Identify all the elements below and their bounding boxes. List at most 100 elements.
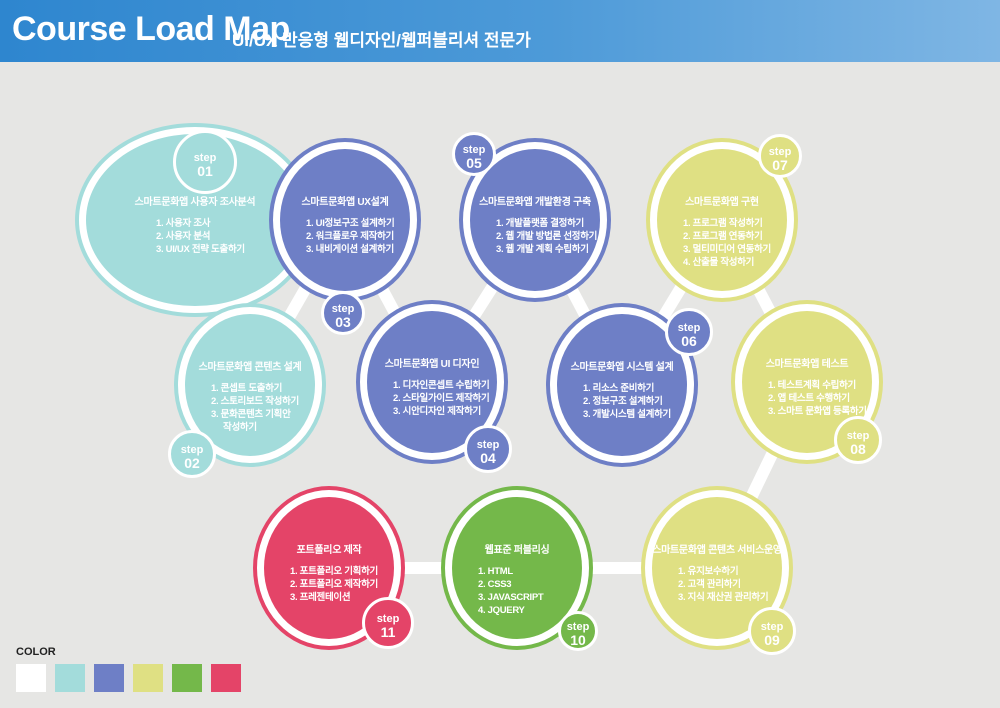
step-item: 1. 유지보수하기 <box>678 566 739 577</box>
step-badge-label: step <box>462 144 486 156</box>
step-badge-number: 07 <box>772 157 788 173</box>
page-subtitle: UI/UX 반응형 웹디자인/웹퍼블리셔 전문가 <box>232 31 531 50</box>
step-04-badge: step 04 <box>464 425 512 473</box>
color-swatch <box>211 664 241 692</box>
step-09-badge: step 09 <box>748 607 796 655</box>
step-item: 3. UI/UX 전략 도출하기 <box>156 244 245 255</box>
step-title: 스마트문화앱 콘텐츠 설계 <box>198 362 302 373</box>
step-item: 2. 웹 개발 방법론 선정하기 <box>496 231 598 242</box>
color-legend-label: COLOR <box>16 646 56 658</box>
step-11-inner-disc: 포트폴리오 제작 1. 포트폴리오 기획하기 2. 포트폴리오 제작하기 3. 프레젠… <box>264 497 394 639</box>
step-item: 1. 테스트계획 수립하기 <box>768 380 856 391</box>
step-badge-label: step <box>768 146 792 158</box>
step-11-circle: 포트폴리오 제작 1. 포트폴리오 기획하기 2. 포트폴리오 제작하기 3. 프레젠… <box>253 486 405 650</box>
step-05-inner-disc: 스마트문화앱 개발환경 구축 1. 개발플랫폼 결정하기 2. 웹 개발 방법론 선… <box>470 149 600 291</box>
color-swatch <box>94 664 124 692</box>
step-item: 3. 문화콘텐츠 기획안 <box>211 409 291 420</box>
step-item: 2. 스토리보드 작성하기 <box>211 396 299 407</box>
step-item: 4. 산출물 작성하기 <box>683 257 755 268</box>
color-swatch <box>55 664 85 692</box>
step-item: 2. CSS3 <box>478 579 512 590</box>
step-badge-label: step <box>760 621 784 633</box>
step-02-content: 스마트문화앱 콘텐츠 설계 1. 콘셉트 도출하기 2. 스토리보드 작성하기 3. … <box>185 314 315 456</box>
step-item-list: 1. 사용자 조사 2. 사용자 분석 3. UI/UX 전략 도출하기 <box>156 217 245 256</box>
step-item-list: 1. 개발플랫폼 결정하기 2. 웹 개발 방법론 선정하기 3. 웹 개발 계획 … <box>496 217 597 256</box>
step-07-badge: step 07 <box>758 134 802 178</box>
page-header: Course Load Map UI/UX 반응형 웹디자인/웹퍼블리셔 전문가 <box>0 0 1000 62</box>
step-08-inner-disc: 스마트문화앱 테스트 1. 테스트계획 수립하기 2. 앱 테스트 수행하기 3. 스… <box>742 311 872 453</box>
step-title: 스마트문화앱 시스템 설계 <box>570 362 674 373</box>
step-badge-label: step <box>376 613 400 625</box>
step-05-circle: 스마트문화앱 개발환경 구축 1. 개발플랫폼 결정하기 2. 웹 개발 방법론 선… <box>459 138 611 302</box>
step-item: 2. 스타일가이드 제작하기 <box>393 393 490 404</box>
step-title: 포트폴리오 제작 <box>296 545 362 556</box>
step-item: 3. 프레젠테이션 <box>290 592 351 603</box>
color-swatch <box>16 664 46 692</box>
step-10-badge: step 10 <box>558 611 598 651</box>
step-02-badge: step 02 <box>168 430 216 478</box>
step-title: 스마트문화앱 사용자 조사분석 <box>134 197 256 208</box>
step-badge-label: step <box>331 303 355 315</box>
step-item: 1. 프로그램 작성하기 <box>683 218 763 229</box>
step-badge-label: step <box>193 152 217 164</box>
step-item: 3. 시안디자인 제작하기 <box>393 406 481 417</box>
step-title: 스마트문화앱 테스트 <box>765 359 849 370</box>
step-08-badge: step 08 <box>834 416 882 464</box>
step-item: 4. JQUERY <box>478 605 525 616</box>
step-badge-number: 02 <box>184 455 200 471</box>
step-03-content: 스마트문화앱 UX설계 1. UI정보구조 설계하기 2. 워크플로우 제작하기 3.… <box>280 149 410 291</box>
step-badge-label: step <box>846 430 870 442</box>
step-title: 스마트문화앱 콘텐츠 서비스운영 <box>652 545 782 556</box>
step-item-list: 1. 디자인콘셉트 수립하기 2. 스타일가이드 제작하기 3. 시안디자인 제작하… <box>393 379 490 418</box>
step-badge-label: step <box>180 444 204 456</box>
step-02-inner-disc: 스마트문화앱 콘텐츠 설계 1. 콘셉트 도출하기 2. 스토리보드 작성하기 3. … <box>185 314 315 456</box>
step-item: 1. 디자인콘셉트 수립하기 <box>393 380 490 391</box>
step-item: 1. 리소스 준비하기 <box>583 383 655 394</box>
step-01-content: 스마트문화앱 사용자 조사분석 1. 사용자 조사 2. 사용자 분석 3. UI/U… <box>86 134 304 306</box>
step-item: 3. 스마트 문화앱 등록하기 <box>768 406 867 417</box>
step-07-content: 스마트문화앱 구현 1. 프로그램 작성하기 2. 프로그램 연동하기 3. 멀티미디… <box>657 149 787 291</box>
step-badge-number: 08 <box>850 441 866 457</box>
step-badge-number: 04 <box>480 450 496 466</box>
step-04-inner-disc: 스마트문화앱 UI 디자인 1. 디자인콘셉트 수립하기 2. 스타일가이드 제작하… <box>367 311 497 453</box>
step-badge-number: 09 <box>764 632 780 648</box>
step-item-list: 1. HTML 2. CSS3 3. JAVASCRIPT 4. JQUERY <box>478 565 544 617</box>
step-05-badge: step 05 <box>452 132 496 176</box>
step-title: 스마트문화앱 UX설계 <box>301 197 389 208</box>
step-item: 3. 내비게이션 설계하기 <box>306 244 394 255</box>
step-item: 1. 개발플랫폼 결정하기 <box>496 218 584 229</box>
step-badge-label: step <box>566 621 590 633</box>
step-item: 작성하기 <box>223 422 257 433</box>
step-04-content: 스마트문화앱 UI 디자인 1. 디자인콘셉트 수립하기 2. 스타일가이드 제작하… <box>367 311 497 453</box>
step-item-list: 1. UI정보구조 설계하기 2. 워크플로우 제작하기 3. 내비게이션 설계하기 <box>306 217 395 256</box>
step-badge-number: 10 <box>570 632 586 648</box>
step-11-content: 포트폴리오 제작 1. 포트폴리오 기획하기 2. 포트폴리오 제작하기 3. 프레젠… <box>264 497 394 639</box>
step-item-list: 1. 리소스 준비하기 2. 정보구조 설계하기 3. 개발시스템 설계하기 <box>583 382 671 421</box>
step-badge-number: 06 <box>681 333 697 349</box>
page-title: Course Load Map <box>12 10 290 48</box>
step-05-content: 스마트문화앱 개발환경 구축 1. 개발플랫폼 결정하기 2. 웹 개발 방법론 선… <box>470 149 600 291</box>
step-06-content: 스마트문화앱 시스템 설계 1. 리소스 준비하기 2. 정보구조 설계하기 3. 개… <box>557 314 687 456</box>
step-item: 2. 고객 관리하기 <box>678 579 741 590</box>
step-badge-label: step <box>476 439 500 451</box>
step-01-badge: step 01 <box>173 130 237 194</box>
step-06-badge: step 06 <box>665 308 713 356</box>
step-09-content: 스마트문화앱 콘텐츠 서비스운영 1. 유지보수하기 2. 고객 관리하기 3. 지식… <box>652 497 782 639</box>
step-item-list: 1. 프로그램 작성하기 2. 프로그램 연동하기 3. 멀티미디어 연동하기 4. … <box>683 217 771 269</box>
step-item: 3. 개발시스템 설계하기 <box>583 409 671 420</box>
step-badge-number: 05 <box>466 155 482 171</box>
step-item: 2. 사용자 분석 <box>156 231 211 242</box>
step-11-badge: step 11 <box>362 597 414 649</box>
step-badge-number: 01 <box>197 163 213 179</box>
step-item-list: 1. 테스트계획 수립하기 2. 앱 테스트 수행하기 3. 스마트 문화앱 등록하… <box>768 379 867 418</box>
step-title: 스마트문화앱 UI 디자인 <box>384 359 480 370</box>
step-03-circle: 스마트문화앱 UX설계 1. UI정보구조 설계하기 2. 워크플로우 제작하기 3.… <box>269 138 421 302</box>
step-item-list: 1. 콘셉트 도출하기 2. 스토리보드 작성하기 3. 문화콘텐츠 기획안 작성하기 <box>211 382 299 434</box>
step-item: 2. 앱 테스트 수행하기 <box>768 393 850 404</box>
step-item: 3. 멀티미디어 연동하기 <box>683 244 771 255</box>
step-item: 3. 웹 개발 계획 수립하기 <box>496 244 589 255</box>
step-badge-number: 03 <box>335 314 351 330</box>
step-badge-label: step <box>677 322 701 334</box>
step-item: 3. 지식 재산권 관리하기 <box>678 592 769 603</box>
step-03-inner-disc: 스마트문화앱 UX설계 1. UI정보구조 설계하기 2. 워크플로우 제작하기 3.… <box>280 149 410 291</box>
